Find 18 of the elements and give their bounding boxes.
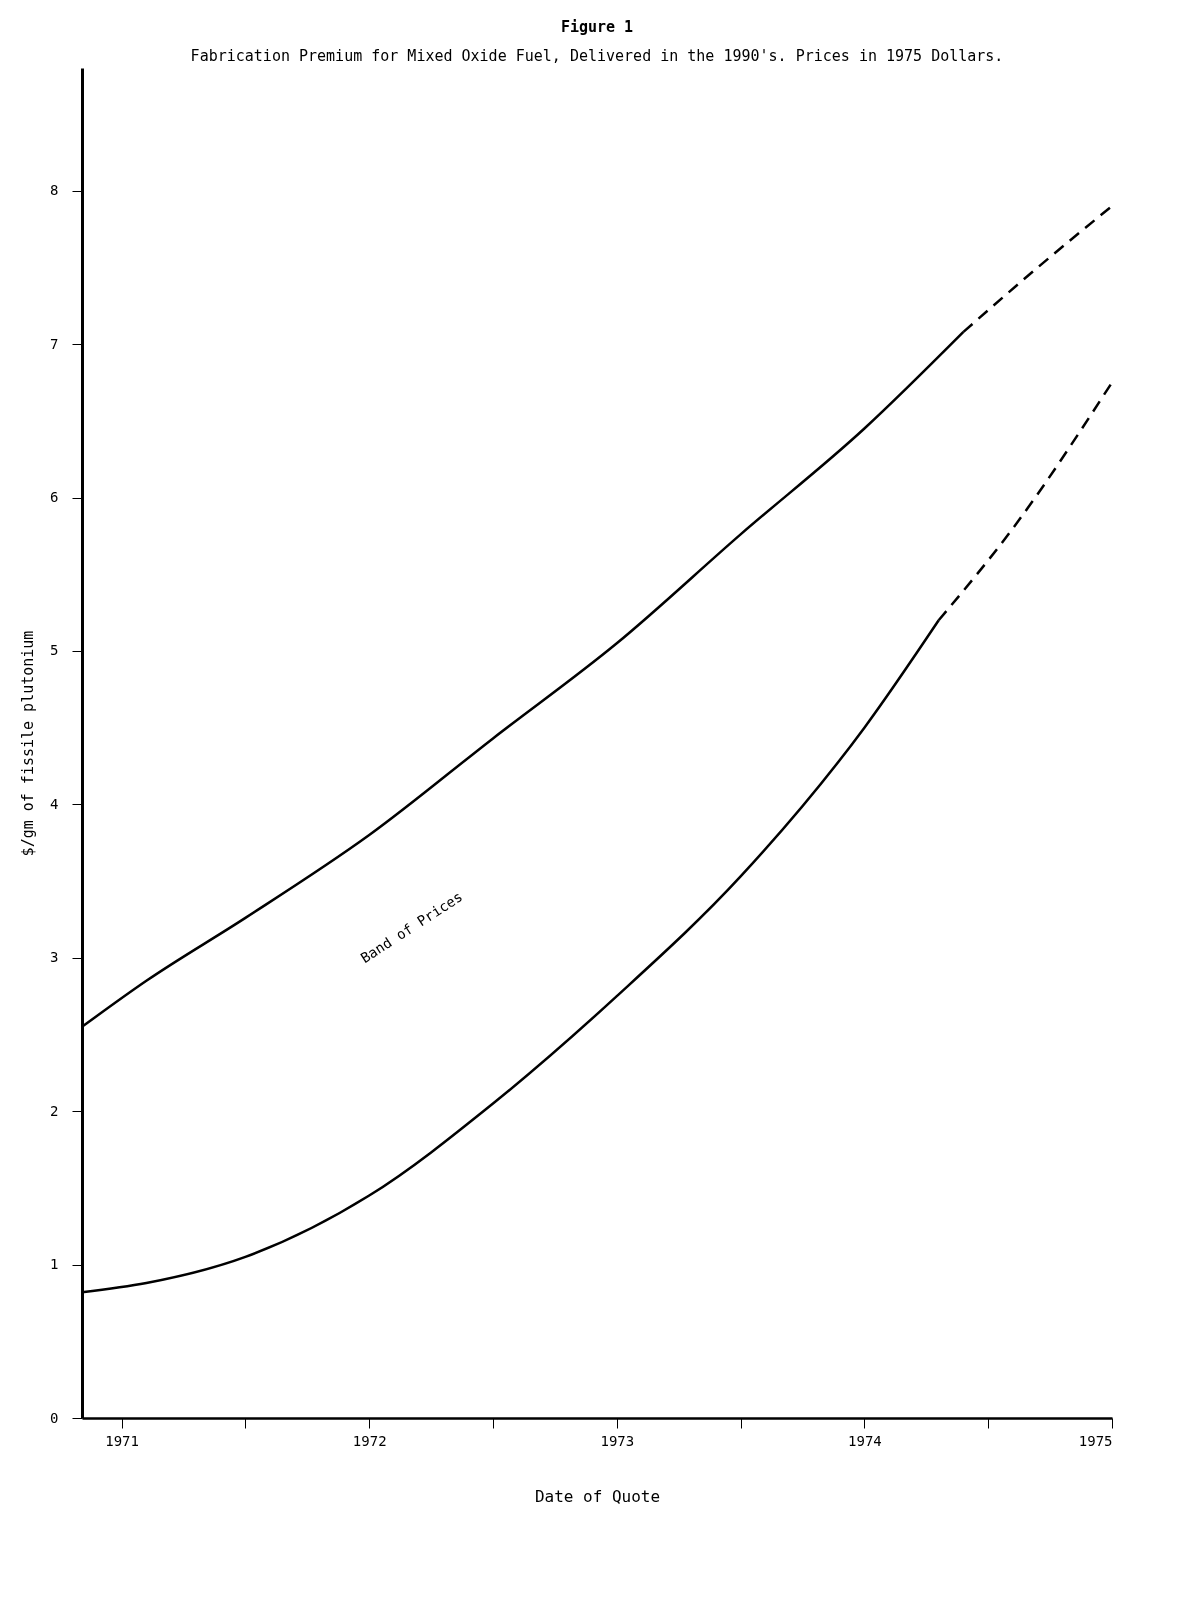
x-axis-title: Date of Quote — [534, 1486, 661, 1506]
y-tick-label: 5 — [50, 642, 59, 659]
y-tick-label: 0 — [50, 1409, 59, 1426]
chart-title: Figure 1 — [560, 18, 634, 36]
x-tick-label: 1971 — [105, 1432, 139, 1449]
y-tick-label: 4 — [50, 795, 59, 812]
y-tick-label: 2 — [50, 1102, 59, 1119]
x-tick-label: 1975 — [1078, 1432, 1113, 1449]
y-tick-label: 6 — [50, 489, 59, 506]
y-tick-label: 8 — [50, 182, 59, 199]
y-axis-title: $/gm of fissile plutonium — [19, 630, 38, 857]
chart-subtitle: Fabrication Premium for Mixed Oxide Fuel, Delivered in the 1990's. Prices in 1975 Dollars. — [190, 47, 1004, 65]
y-tick-label: 1 — [50, 1256, 59, 1273]
x-tick-label: 1974 — [848, 1432, 882, 1449]
y-tick-label: 7 — [50, 335, 59, 352]
x-tick-label: 1972 — [352, 1432, 387, 1449]
x-tick-label: 1973 — [600, 1432, 635, 1449]
y-tick-label: 3 — [50, 949, 59, 966]
